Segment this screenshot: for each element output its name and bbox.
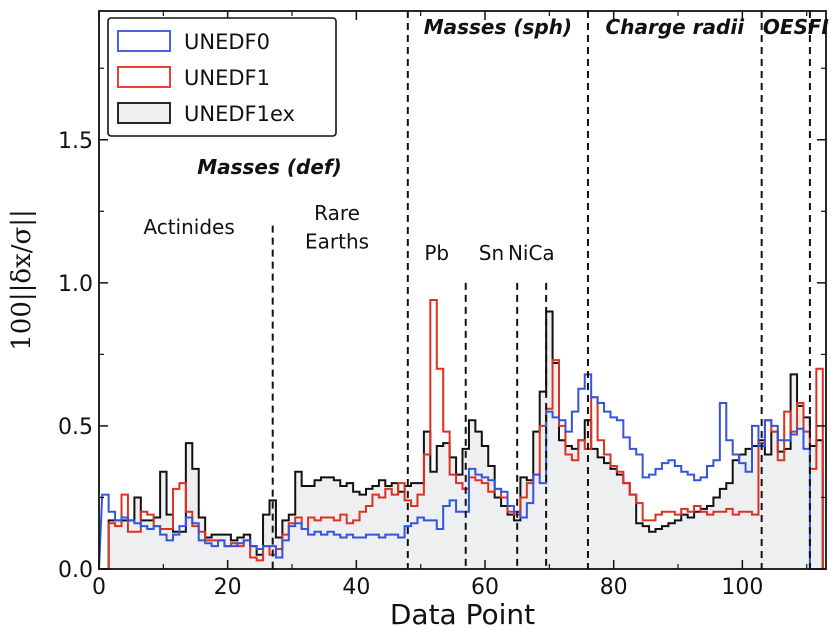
- y-tick-label: 0.5: [58, 415, 93, 440]
- plot-frame: [98, 10, 827, 570]
- y-tick-label: 1.5: [58, 129, 93, 154]
- x-tick-label: 20: [214, 575, 242, 600]
- x-tick-label: 40: [342, 575, 370, 600]
- legend-label-unedf0: UNEDF0: [184, 30, 270, 54]
- region-label-4: Sn: [479, 241, 504, 265]
- region-label-0: Actinides: [143, 215, 234, 239]
- region-label-3: Pb: [424, 241, 449, 265]
- x-tick-label: 0: [92, 575, 106, 600]
- legend-swatch-unedf1ex: [117, 102, 171, 124]
- divider-layer: [271, 11, 811, 569]
- legend-label-unedf1ex: UNEDF1ex: [184, 102, 295, 126]
- legend-swatch-unedf1: [117, 66, 171, 88]
- series-layer: [98, 299, 824, 570]
- section-label-0: Masses (sph): [424, 15, 572, 39]
- y-axis-label: 100||δx/σ||: [7, 209, 37, 351]
- region-label-1: Rare: [314, 201, 360, 225]
- x-axis-label: Data Point: [390, 598, 535, 631]
- x-tick-label: 60: [471, 575, 499, 600]
- x-tick-label: 80: [600, 575, 628, 600]
- y-tick-label: 0.0: [58, 558, 93, 583]
- tick-layer: 0 20 40 60 80 100 0.0 0.5 1.0 1.5: [58, 11, 826, 600]
- x-tick-label: 100: [721, 575, 763, 600]
- section-label-4: Masses (def): [197, 155, 342, 179]
- section-label-1: Charge radii: [606, 15, 746, 39]
- series-line-unedf0: [98, 373, 823, 570]
- series-fill-unedf1ex: [99, 311, 823, 569]
- series-line-unedf1ex: [99, 310, 824, 570]
- section-label-2: OES: [763, 15, 808, 39]
- region-label-2: Earths: [305, 230, 369, 254]
- y-tick-label: 1.0: [58, 272, 93, 297]
- label-layer: Masses (sph) Charge radii OES FI Masses (def…: [143, 15, 829, 265]
- legend-swatch-unedf0: [117, 30, 171, 52]
- region-label-5: NiCa: [508, 241, 555, 265]
- section-label-3: FI: [808, 15, 830, 39]
- legend: UNEDF0 UNEDF1 UNEDF1ex: [107, 17, 337, 137]
- legend-label-unedf1: UNEDF1: [184, 66, 270, 90]
